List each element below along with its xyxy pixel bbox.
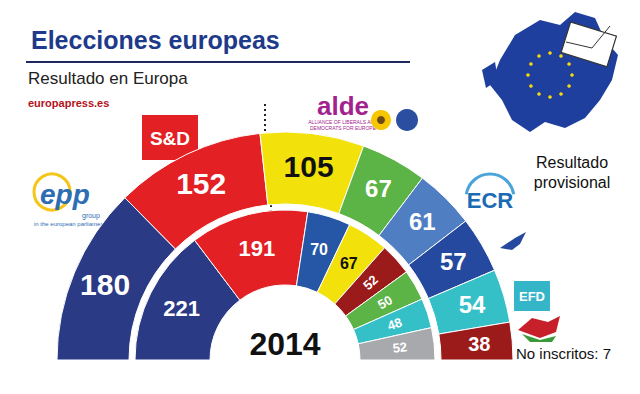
svg-text:52: 52 xyxy=(392,339,408,355)
svg-text:europapress.es: europapress.es xyxy=(28,97,109,109)
svg-text:provisional: provisional xyxy=(534,174,610,191)
svg-text:50: 50 xyxy=(375,292,395,312)
svg-text:group: group xyxy=(82,212,100,220)
svg-text:180: 180 xyxy=(80,268,130,301)
svg-text:ALLIANCE OF LIBERALS AND: ALLIANCE OF LIBERALS AND xyxy=(308,119,378,125)
svg-text:54: 54 xyxy=(459,291,486,318)
svg-text:105: 105 xyxy=(284,150,334,183)
svg-text:in the european parliament: in the european parliament xyxy=(34,221,106,227)
svg-text:221: 221 xyxy=(163,296,200,321)
svg-text:70: 70 xyxy=(310,241,328,258)
svg-text:152: 152 xyxy=(176,167,226,200)
svg-text:EFD: EFD xyxy=(519,289,545,304)
svg-text:57: 57 xyxy=(440,248,467,275)
svg-text:61: 61 xyxy=(409,208,436,235)
svg-text:52: 52 xyxy=(360,272,381,293)
svg-text:Resultado: Resultado xyxy=(536,154,608,171)
svg-text:epp: epp xyxy=(40,179,90,210)
svg-text:Elecciones europeas: Elecciones europeas xyxy=(31,26,280,54)
svg-text:alde: alde xyxy=(317,91,369,121)
svg-text:38: 38 xyxy=(468,333,490,355)
svg-text:Resultado en Europa: Resultado en Europa xyxy=(28,69,188,88)
svg-text:ECR: ECR xyxy=(467,188,514,213)
svg-text:67: 67 xyxy=(365,175,392,202)
svg-text:48: 48 xyxy=(385,315,403,334)
svg-text:S&D: S&D xyxy=(150,128,190,149)
svg-text:DEMOCRATS FOR EUROPE: DEMOCRATS FOR EUROPE xyxy=(310,125,377,131)
svg-text:2014: 2014 xyxy=(249,326,320,362)
svg-text:67: 67 xyxy=(340,255,358,272)
svg-text:191: 191 xyxy=(238,236,275,261)
svg-text:No inscritos: 7: No inscritos: 7 xyxy=(516,345,611,362)
